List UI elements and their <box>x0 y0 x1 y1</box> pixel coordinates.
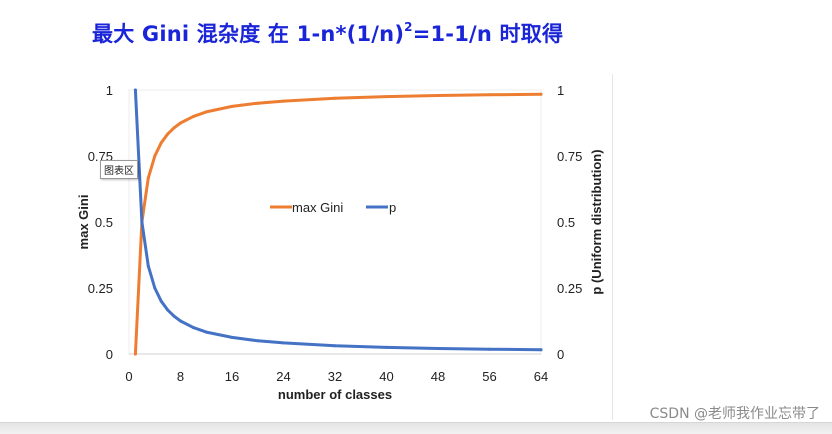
data-point <box>159 141 163 145</box>
title-superscript: 2 <box>404 20 413 34</box>
x-tick-label: 48 <box>431 369 445 384</box>
y-left-axis-title: max Gini <box>76 195 91 250</box>
watermark: CSDN @老师我作业忘带了 <box>649 406 820 422</box>
data-point <box>282 99 285 103</box>
legend-label-max-gini: max Gini <box>292 200 343 215</box>
data-point <box>282 341 285 345</box>
y-left-tick-label: 0.25 <box>88 281 113 296</box>
data-point <box>172 126 176 130</box>
data-point <box>333 96 337 100</box>
data-point <box>385 345 388 349</box>
y-right-tick-label: 0.25 <box>557 281 582 296</box>
data-point <box>191 326 195 330</box>
legend-label-p: p <box>389 200 396 215</box>
page-title: 最大 Gini 混杂度 在 1-n*(1/n)2=1-1/n 时取得 <box>92 18 563 48</box>
data-point <box>133 88 137 92</box>
data-point <box>179 121 182 125</box>
series-line-max-gini <box>133 92 543 356</box>
data-point <box>166 308 170 312</box>
data-point <box>539 348 543 352</box>
title-suffix: =1-1/n 时取得 <box>412 22 564 46</box>
y-right-tick-label: 0 <box>557 347 564 362</box>
data-point <box>230 335 234 339</box>
data-point <box>159 299 163 303</box>
y-right-axis-title: p (Uniform distribution) <box>589 149 604 294</box>
data-point <box>153 286 157 290</box>
x-tick-label: 0 <box>125 369 132 384</box>
y-right-tick-label: 1 <box>557 83 564 98</box>
x-tick-label: 40 <box>379 369 393 384</box>
title-text: 最大 Gini 混杂度 在 1-n*(1/n) <box>92 22 405 46</box>
data-point <box>204 110 208 114</box>
plot-area <box>128 89 542 355</box>
y-left-tick-label: 1 <box>106 83 113 98</box>
data-point <box>436 347 440 350</box>
data-point <box>166 132 170 136</box>
x-tick-label: 16 <box>225 369 239 384</box>
x-tick-label: 64 <box>534 369 548 384</box>
data-point <box>146 176 150 180</box>
data-point <box>256 101 260 105</box>
x-axis-title: number of classes <box>278 387 392 402</box>
data-point <box>230 104 234 108</box>
data-point <box>333 344 337 348</box>
data-point <box>488 93 491 97</box>
panel-divider <box>612 74 613 420</box>
x-tick-label: 56 <box>482 369 496 384</box>
data-point <box>133 352 137 356</box>
data-point <box>204 330 208 334</box>
y-left-tick-label: 0 <box>106 347 113 362</box>
data-point <box>140 220 144 224</box>
data-point <box>172 314 176 318</box>
data-point <box>146 264 150 268</box>
bottom-scroll-bar[interactable] <box>0 422 832 434</box>
data-point <box>436 94 440 97</box>
data-point <box>153 154 157 158</box>
data-point <box>191 114 195 118</box>
chart-area-tooltip: 图表区 <box>100 160 138 179</box>
data-point <box>256 339 260 343</box>
data-point <box>385 95 388 99</box>
data-point <box>488 347 491 351</box>
x-tick-label: 24 <box>276 369 290 384</box>
y-right-tick-label: 0.5 <box>557 215 575 230</box>
y-right-tick-label: 0.75 <box>557 149 582 164</box>
x-tick-label: 8 <box>177 369 184 384</box>
data-point <box>539 92 543 96</box>
x-tick-label: 32 <box>328 369 342 384</box>
y-left-tick-label: 0.5 <box>95 215 113 230</box>
data-point <box>179 319 182 323</box>
series-line-p <box>133 88 543 352</box>
